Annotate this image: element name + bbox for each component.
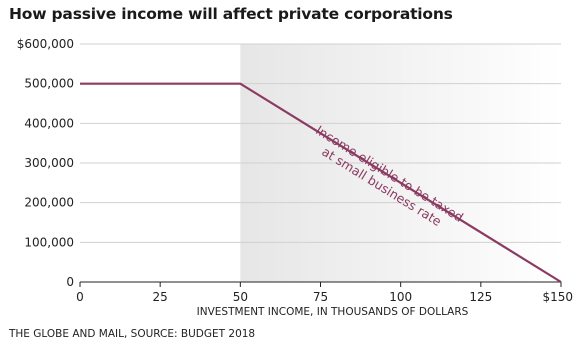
chart-title: How passive income will affect private c… — [9, 5, 453, 23]
x-tick-label: 0 — [76, 290, 84, 304]
x-tick-label: 25 — [153, 290, 168, 304]
y-tick-label: $600,000 — [17, 37, 74, 51]
series-line — [80, 82, 562, 283]
y-tick-label: 400,000 — [24, 116, 74, 130]
axes — [79, 281, 562, 287]
x-axis-title: INVESTMENT INCOME, IN THOUSANDS OF DOLLA… — [197, 306, 469, 318]
source-note: THE GLOBE AND MAIL, SOURCE: BUDGET 2018 — [9, 328, 256, 340]
tick-labels: 0 100,000 200,000 300,000 400,000 500,000 $600… — [17, 37, 573, 304]
y-tick-label: 100,000 — [24, 235, 74, 249]
y-tick-label: 0 — [66, 275, 74, 289]
x-tick-label: 75 — [313, 290, 328, 304]
y-tick-label: 500,000 — [24, 77, 74, 91]
x-tick-label: 50 — [233, 290, 248, 304]
x-tick-label: $150 — [542, 290, 573, 304]
y-tick-label: 300,000 — [24, 156, 74, 170]
x-tick-label: 100 — [389, 290, 412, 304]
x-tick-label: 125 — [469, 290, 492, 304]
y-tick-label: 200,000 — [24, 196, 74, 210]
series-layer — [80, 82, 562, 283]
